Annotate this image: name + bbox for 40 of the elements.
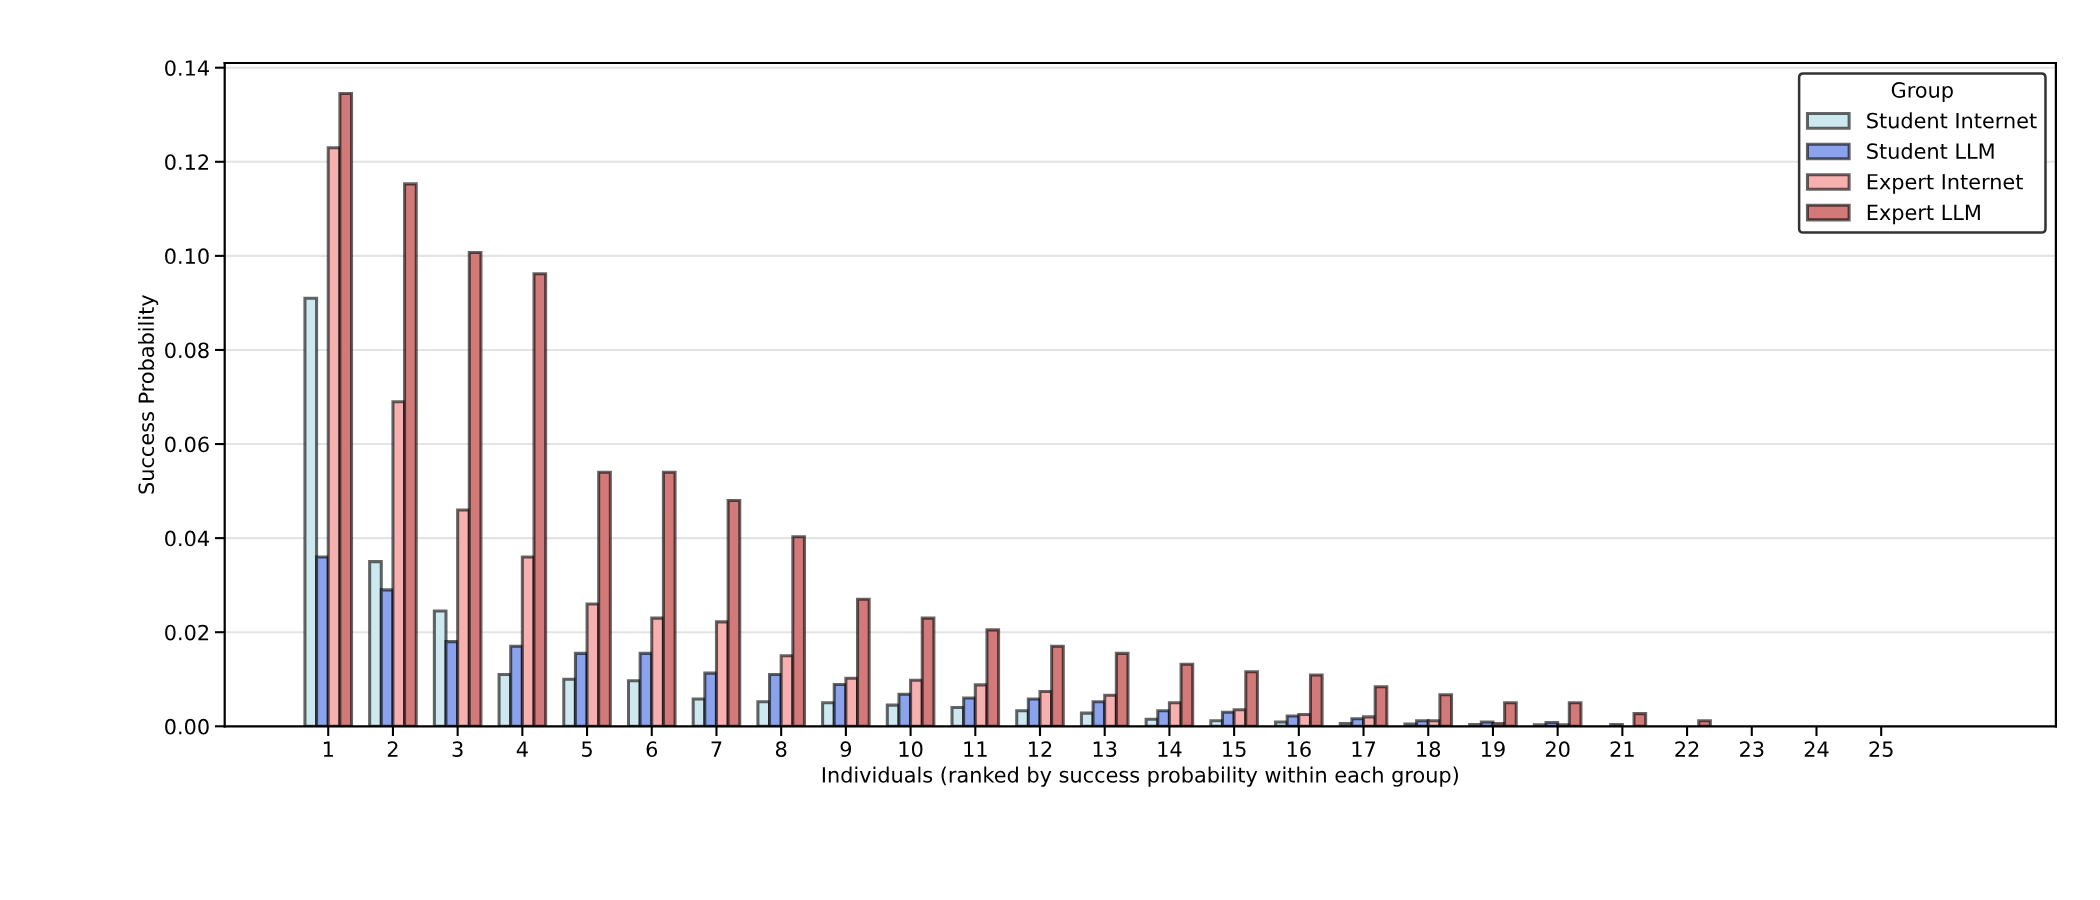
legend-label: Student LLM bbox=[1867, 142, 1994, 160]
x-tick-label: 23 bbox=[1740, 741, 1764, 758]
x-tick-label: 13 bbox=[1093, 741, 1117, 758]
x-tick-label: 10 bbox=[899, 741, 923, 758]
legend-title: Group bbox=[1891, 82, 1953, 102]
x-tick-label: 2 bbox=[387, 741, 398, 757]
x-tick-label: 1 bbox=[323, 741, 333, 757]
x-tick-label: 11 bbox=[964, 741, 987, 757]
x-tick-label: 15 bbox=[1223, 741, 1246, 758]
legend-label: Expert LLM bbox=[1867, 204, 1980, 225]
x-tick-label: 8 bbox=[775, 741, 787, 758]
x-tick-label: 18 bbox=[1417, 741, 1441, 758]
x-tick-label: 14 bbox=[1158, 741, 1182, 757]
y-tick-label: 0.14 bbox=[165, 60, 209, 76]
legend-label: Student Internet bbox=[1867, 112, 2037, 129]
x-tick-label: 17 bbox=[1352, 741, 1376, 757]
x-tick-label: 16 bbox=[1287, 741, 1311, 758]
x-tick-label: 21 bbox=[1610, 741, 1634, 757]
y-tick-label: 0.02 bbox=[165, 624, 209, 641]
x-tick-label: 3 bbox=[452, 741, 463, 758]
y-axis-title: Success Probability bbox=[138, 294, 159, 494]
x-tick-label: 9 bbox=[840, 741, 852, 758]
x-tick-label: 4 bbox=[516, 741, 528, 757]
x-axis-title: Individuals (ranked by success probability within each group) bbox=[822, 766, 1458, 787]
x-tick-label: 25 bbox=[1869, 741, 1893, 758]
y-tick-label: 0.04 bbox=[165, 530, 209, 547]
legend-label: Expert Internet bbox=[1867, 174, 2023, 194]
x-tick-label: 24 bbox=[1804, 741, 1829, 757]
x-tick-label: 20 bbox=[1545, 741, 1570, 758]
x-tick-label: 5 bbox=[582, 741, 592, 758]
y-tick-label: 0.12 bbox=[165, 154, 209, 170]
y-tick-label: 0.00 bbox=[165, 718, 209, 735]
y-tick-label: 0.10 bbox=[165, 248, 209, 265]
y-tick-label: 0.08 bbox=[165, 342, 209, 359]
x-tick-label: 6 bbox=[646, 741, 658, 758]
y-tick-label: 0.06 bbox=[165, 436, 209, 453]
x-tick-label: 22 bbox=[1675, 741, 1699, 757]
x-tick-label: 19 bbox=[1481, 741, 1505, 758]
x-tick-label: 7 bbox=[711, 741, 722, 757]
x-tick-label: 12 bbox=[1029, 741, 1052, 757]
